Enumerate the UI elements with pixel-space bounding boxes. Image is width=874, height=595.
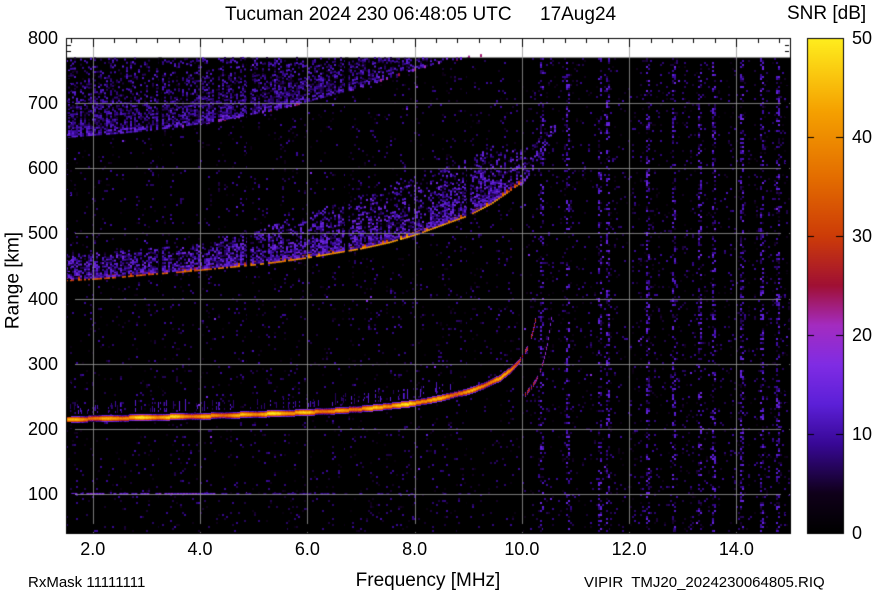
x-tick-label: 4.0: [187, 539, 213, 559]
x-tick-label: 8.0: [402, 539, 428, 559]
colorbar-title: SNR [dB]: [787, 3, 867, 24]
colorbar-tick-label: 50: [852, 28, 873, 48]
colorbar-tick-label: 20: [852, 325, 873, 345]
colorbar-tick-label: 30: [852, 226, 873, 246]
filename-text: VIPIR TMJ20_2024230064805.RIQ: [584, 574, 825, 591]
y-tick-label: 600: [27, 158, 58, 179]
plot-title: Tucuman 2024 230 06:48:05 UTC: [225, 4, 512, 25]
y-tick-label: 400: [27, 288, 58, 309]
y-tick-label: 100: [27, 483, 58, 504]
y-tick-label: 700: [27, 93, 58, 114]
x-axis-label: Frequency [MHz]: [355, 570, 501, 591]
colorbar-tick-label: 10: [852, 424, 873, 444]
plot-title-date: 17Aug24: [540, 4, 617, 25]
colorbar-tick-label: 0: [852, 523, 863, 543]
x-tick-label: 14.0: [718, 539, 754, 559]
x-tick-label: 12.0: [611, 539, 647, 559]
y-tick-label: 500: [27, 223, 58, 244]
x-tick-label: 2.0: [80, 539, 106, 559]
x-tick-label: 6.0: [294, 539, 320, 559]
y-tick-label: 200: [27, 418, 58, 439]
rxmask-text: RxMask 11111111: [28, 574, 146, 591]
y-tick-label: 300: [27, 353, 58, 374]
colorbar-tick-label: 40: [852, 127, 873, 147]
x-tick-label: 10.0: [504, 539, 540, 559]
y-tick-label: 800: [27, 28, 58, 48]
